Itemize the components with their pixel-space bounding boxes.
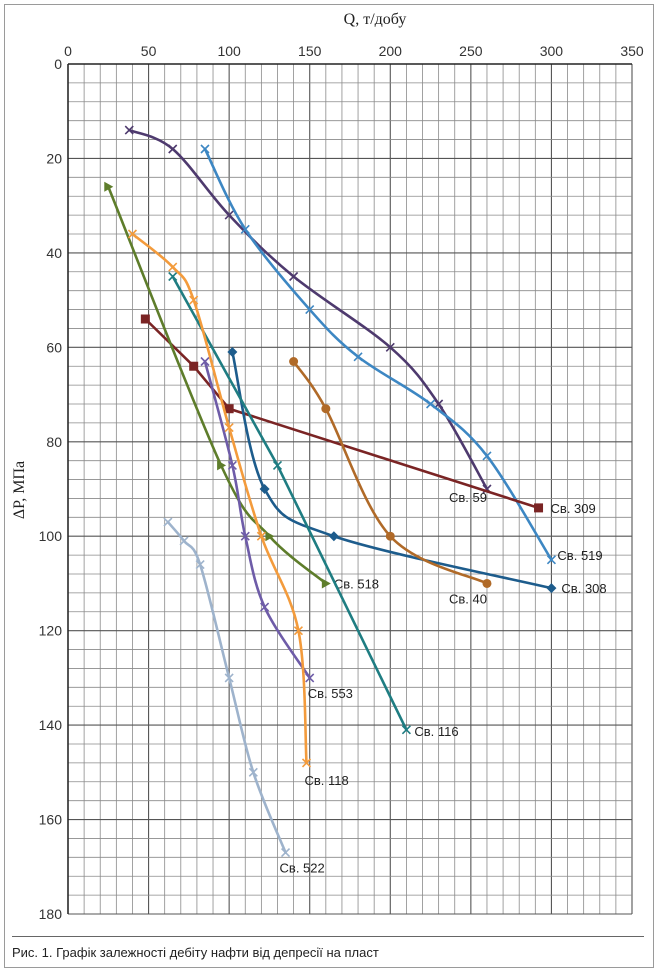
data-point: [104, 181, 114, 192]
y-tick-label: 140: [39, 717, 63, 733]
data-point: [260, 602, 270, 612]
data-point: [385, 531, 395, 541]
x-tick-label: 0: [64, 43, 72, 59]
y-tick-label: 80: [46, 434, 62, 450]
data-point: [328, 531, 339, 542]
data-point: [224, 404, 234, 414]
data-point: [224, 210, 234, 220]
data-point: [482, 578, 492, 588]
x-tick-label: 150: [298, 43, 322, 59]
series-group: Св. 59 Св. 519 Св. 309 Св. 308 Св. 40 Св. 518…: [104, 125, 607, 876]
y-tick-label: 160: [39, 812, 63, 828]
data-point: [546, 583, 557, 594]
data-point: [140, 314, 150, 324]
y-tick-label: 120: [39, 623, 63, 639]
series-label: Св. 118: [304, 773, 348, 788]
data-point: [227, 460, 237, 470]
data-point: [293, 626, 303, 636]
x-tick-label: 50: [141, 43, 157, 59]
axes: 0 50 100 150 200 250 300 350 0 20 40 60 80 100 120 140 1…: [39, 43, 644, 922]
data-point: [401, 725, 411, 735]
data-point: [305, 304, 315, 315]
data-point: [426, 399, 436, 409]
data-point: [305, 673, 315, 683]
series-label: Св. 40: [449, 591, 487, 606]
data-point: [163, 517, 173, 527]
x-tick-label: 300: [540, 43, 564, 59]
chart: 0 50 100 150 200 250 300 350 0 20 40 60 80 100 120 140 1…: [11, 11, 644, 922]
data-point: [195, 559, 205, 570]
x-tick-label: 200: [379, 43, 403, 59]
x-tick-label: 100: [217, 43, 241, 59]
data-point: [385, 342, 395, 352]
data-point: [301, 758, 312, 768]
data-point: [224, 423, 234, 433]
data-point: [534, 503, 544, 513]
data-point: [189, 295, 199, 305]
series-label: Св. 553: [308, 686, 353, 701]
figure-caption: Рис. 1. Графік залежності дебіту нафти в…: [12, 945, 379, 960]
data-point: [482, 451, 492, 461]
data-point: [272, 460, 283, 470]
data-point: [200, 356, 210, 367]
grid: [67, 63, 633, 915]
data-point: [546, 555, 556, 565]
series-116: Св. 116: [168, 271, 459, 739]
y-tick-label: 0: [54, 56, 62, 72]
data-point: [289, 271, 299, 282]
data-point: [189, 361, 199, 371]
series-line: [292, 360, 489, 585]
series-label: Св. 518: [334, 576, 379, 591]
data-point: [289, 357, 299, 366]
data-point: [259, 484, 270, 494]
x-axis-title: Q, т/добу: [344, 11, 407, 28]
series-518: Св. 518: [104, 181, 379, 591]
series-59: Св. 59: [124, 125, 492, 505]
data-point: [240, 531, 250, 541]
data-point: [248, 767, 258, 777]
data-point: [256, 531, 266, 541]
x-tick-label: 250: [459, 43, 483, 59]
y-tick-label: 100: [39, 528, 63, 544]
data-point: [321, 578, 331, 589]
data-point: [240, 224, 250, 234]
chart-frame: [4, 4, 654, 968]
data-point: [179, 536, 189, 546]
series-522: Св. 522: [163, 517, 325, 876]
data-point: [127, 229, 138, 239]
series-553: Св. 553: [200, 356, 353, 701]
series-label: Св. 59: [449, 490, 487, 505]
series-308: Св. 308: [227, 347, 607, 596]
caption-divider: [12, 936, 644, 937]
data-point: [168, 144, 178, 154]
data-point: [321, 404, 331, 414]
series-label: Св. 519: [557, 548, 602, 563]
y-tick-label: 40: [46, 245, 62, 261]
x-tick-label: 350: [620, 43, 644, 59]
series-40: Св. 40: [289, 357, 492, 606]
series-label: Св. 308: [561, 581, 606, 596]
data-point: [168, 271, 178, 282]
data-point: [224, 673, 234, 683]
data-point: [353, 352, 363, 362]
data-point: [168, 262, 178, 272]
series-line: [131, 232, 308, 765]
series-label: Св. 522: [280, 861, 325, 876]
data-point: [124, 125, 134, 135]
series-519: Св. 519: [200, 144, 603, 565]
series-label: Св. 309: [551, 501, 596, 516]
y-tick-label: 20: [46, 150, 62, 166]
data-point: [265, 531, 275, 542]
series-line: [231, 350, 553, 590]
data-point: [280, 848, 291, 858]
series-label: Св. 116: [414, 724, 458, 739]
y-tick-label: 180: [39, 906, 63, 922]
y-tick-label: 60: [46, 339, 62, 355]
series-line: [106, 185, 328, 585]
y-axis-title: ΔP, МПа: [11, 461, 28, 519]
data-point: [227, 347, 238, 358]
data-point: [217, 460, 227, 471]
data-point: [200, 144, 210, 154]
series-118: Св. 118: [127, 229, 349, 788]
